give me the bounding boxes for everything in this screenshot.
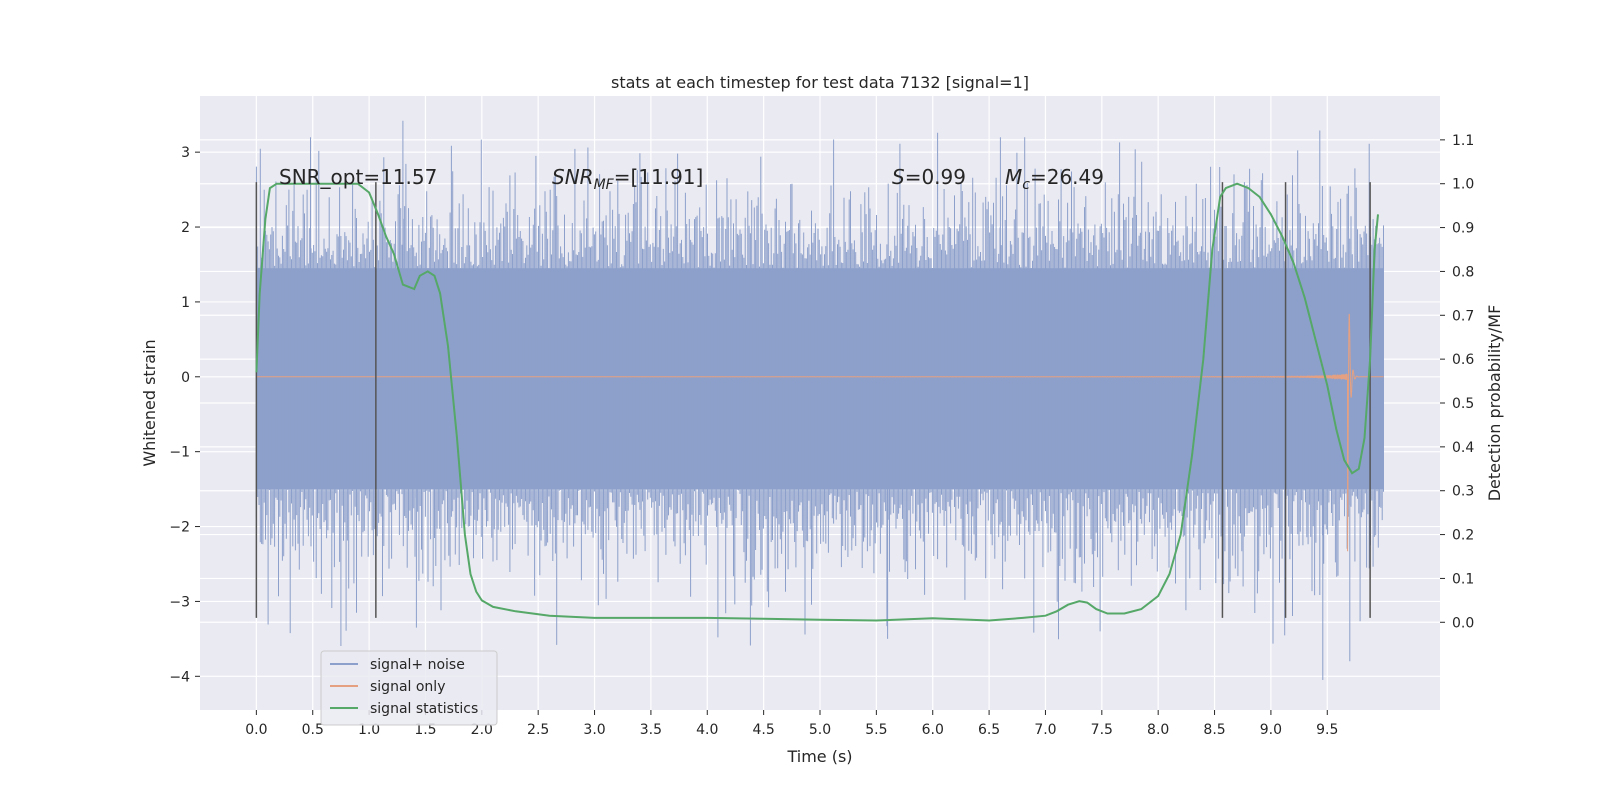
yr-tick-label-4: 0.4 [1452, 440, 1474, 456]
yr-tick-label-8: 0.8 [1452, 264, 1474, 280]
series-signal-plus-noise [255, 120, 1384, 680]
y-axis-right-ticks: 0.0 0.1 0.2 0.3 0.4 0.5 0.6 0.7 0.8 0.9 1.0 1.1 [1440, 133, 1474, 631]
x-axis-label: Time (s) [786, 747, 852, 766]
legend-label-signal-plus-noise: signal+ noise [370, 657, 465, 673]
x-tick-label-0: 0.0 [245, 722, 267, 738]
x-tick-label-15: 7.5 [1091, 722, 1113, 738]
series-signal-only [256, 313, 1384, 552]
legend-label-signal-statistics: signal statistics [370, 701, 478, 717]
x-tick-label-8: 4.0 [696, 722, 718, 738]
yl-tick-label-3: −1 [169, 445, 190, 461]
annotation-snr-mf-value: =[11.91] [614, 165, 704, 189]
x-tick-label-14: 7.0 [1034, 722, 1056, 738]
yr-tick-label-0: 0.0 [1452, 615, 1474, 631]
x-tick-label-6: 3.0 [583, 722, 605, 738]
x-tick-label-1: 0.5 [302, 722, 324, 738]
traces [255, 120, 1384, 680]
x-tick-label-3: 1.5 [414, 722, 436, 738]
annotation-mc-sub: c [1022, 177, 1030, 193]
yl-tick-label-2: −2 [169, 520, 190, 536]
y-axis-left-ticks: −4 −3 −2 −1 0 1 2 3 [169, 145, 200, 685]
yr-tick-label-9: 0.9 [1452, 221, 1474, 237]
yl-tick-label-7: 3 [181, 145, 190, 161]
x-tick-label-7: 3.5 [640, 722, 662, 738]
yr-tick-label-1: 0.1 [1452, 571, 1474, 587]
x-tick-label-9: 4.5 [753, 722, 775, 738]
x-tick-label-12: 6.0 [922, 722, 944, 738]
detection-lines [255, 182, 1371, 618]
chart-title: stats at each timestep for test data 713… [611, 73, 1029, 92]
x-tick-label-19: 9.5 [1316, 722, 1338, 738]
x-tick-label-2: 1.0 [358, 722, 380, 738]
annotation-s: S=0.99 [892, 165, 966, 189]
yr-tick-label-7: 0.7 [1452, 308, 1474, 324]
legend-box [320, 650, 498, 726]
yl-tick-label-1: −3 [169, 594, 190, 610]
yr-tick-label-5: 0.5 [1452, 396, 1474, 412]
annotation-s-value: =0.99 [905, 165, 966, 189]
annotation-s-label: S [892, 165, 905, 189]
annotation-mc: Mc=26.49 [1005, 165, 1104, 193]
noise-core [256, 268, 1384, 490]
legend-label-signal-only: signal only [370, 679, 445, 695]
annotation-snr-mf-label: SNR [552, 165, 594, 189]
yl-tick-label-5: 1 [181, 295, 190, 311]
annotation-snr-opt: SNR_opt=11.57 [279, 165, 437, 189]
x-tick-label-4: 2.0 [471, 722, 493, 738]
yl-tick-label-4: 0 [181, 370, 190, 386]
x-tick-label-10: 5.0 [809, 722, 831, 738]
x-axis-ticks: 0.0 0.5 1.0 1.5 2.0 2.5 3.0 3.5 4.0 4.5 5.0 5.5 6.0 6… [245, 710, 1338, 738]
yr-tick-label-10: 1.0 [1452, 177, 1474, 193]
x-tick-label-11: 5.5 [865, 722, 887, 738]
annotation-mc-label: M [1005, 165, 1022, 189]
series-signal-statistics [255, 182, 1379, 622]
yr-tick-label-11: 1.1 [1452, 133, 1474, 149]
yr-tick-label-6: 0.6 [1452, 352, 1474, 368]
yl-tick-label-6: 2 [181, 220, 190, 236]
annotation-snr-mf: SNRMF=[11.91] [552, 165, 703, 193]
yr-tick-label-2: 0.2 [1452, 528, 1474, 544]
x-tick-label-13: 6.5 [978, 722, 1000, 738]
legend: signal+ noise signal only signal statist… [320, 650, 498, 726]
y-axis-left-label: Whitened strain [140, 339, 159, 466]
x-tick-label-5: 2.5 [527, 722, 549, 738]
x-tick-label-18: 9.0 [1260, 722, 1282, 738]
annotation-mc-value: =26.49 [1030, 165, 1104, 189]
annotation-snr-mf-sub: MF [594, 177, 615, 193]
x-tick-label-17: 8.5 [1203, 722, 1225, 738]
yl-tick-label-0: −4 [169, 669, 190, 685]
y-axis-right-label: Detection probability/MF [1485, 305, 1504, 502]
yr-tick-label-3: 0.3 [1452, 484, 1474, 500]
x-tick-label-16: 8.0 [1147, 722, 1169, 738]
